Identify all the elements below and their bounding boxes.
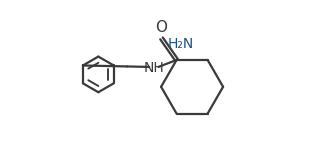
Text: O: O [155,20,167,35]
Text: H₂N: H₂N [167,37,194,51]
Text: NH: NH [144,61,165,75]
